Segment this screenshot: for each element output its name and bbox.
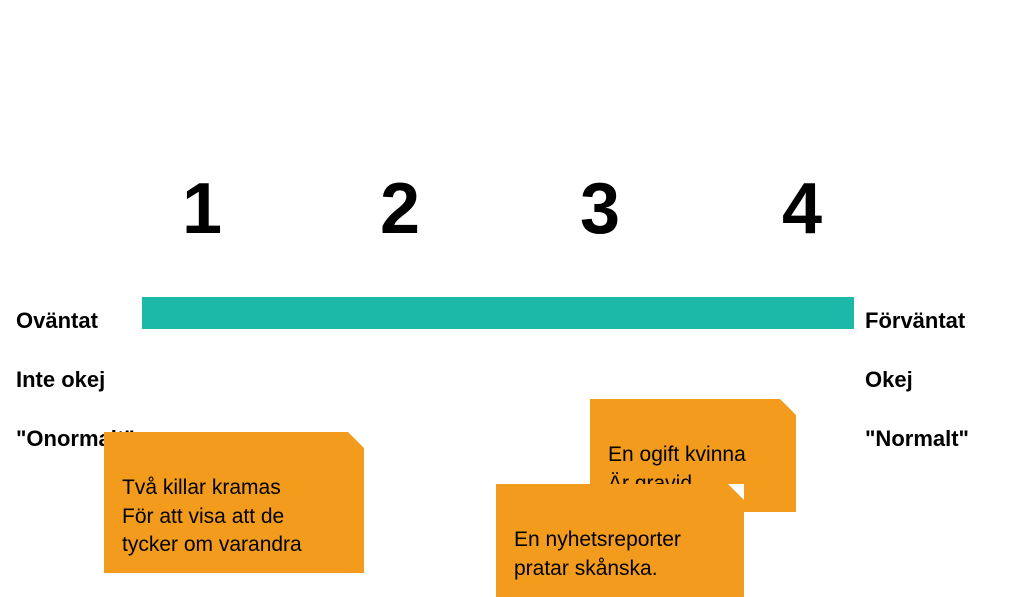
left-label-line1: Oväntat [16,306,135,336]
scale-number-2: 2 [380,168,420,250]
right-label-line1: Förväntat [865,306,969,336]
right-end-label: Förväntat Okej "Normalt" [865,276,969,484]
note-text: En nyhetsreporter pratar skånska. [514,528,681,579]
scale-bar [142,297,854,329]
scale-number-4: 4 [782,168,822,250]
right-label-line3: "Normalt" [865,424,969,454]
scale-number-1: 1 [182,168,222,250]
note-card-3: En nyhetsreporter pratar skånska. [496,484,744,597]
scale-number-3: 3 [580,168,620,250]
left-label-line2: Inte okej [16,365,135,395]
right-label-line2: Okej [865,365,969,395]
note-card-1: Två killar kramas För att visa att de ty… [104,432,364,573]
note-text: Två killar kramas För att visa att de ty… [122,476,302,556]
